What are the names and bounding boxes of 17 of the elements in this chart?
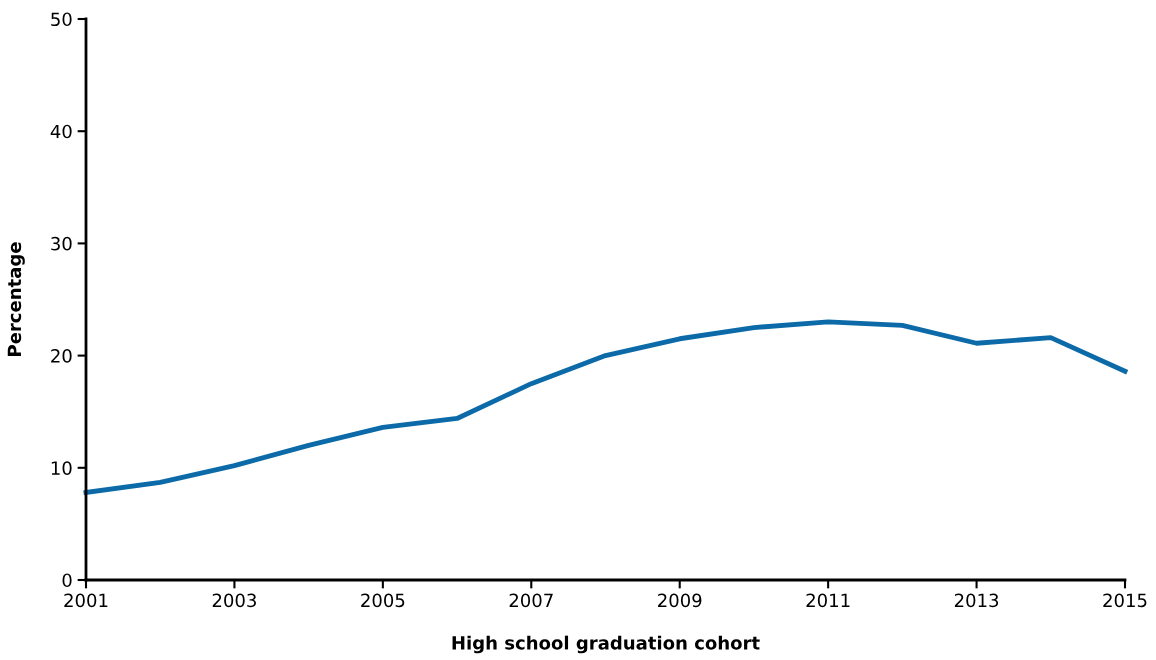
y-tick-label: 30: [51, 236, 72, 251]
x-tick-label: 2007: [509, 593, 553, 608]
x-tick-label: 2003: [212, 593, 256, 608]
y-tick-label: 10: [51, 461, 72, 475]
y-tick-label: 40: [50, 124, 72, 139]
y-axis-title: Percentage: [7, 242, 25, 356]
x-tick-label: 2009: [658, 593, 702, 608]
line-series: [83, 319, 1128, 495]
x-tick-label: 2011: [806, 593, 850, 608]
x-tick-label: 2013: [954, 593, 999, 608]
x-tick-label: 2001: [64, 593, 108, 608]
y-tick-label: 50: [51, 12, 72, 27]
y-tick-label: 0: [62, 573, 72, 588]
x-tick-label: 2005: [361, 593, 405, 608]
x-axis-title: High school graduation cohort: [452, 635, 760, 654]
y-tick-label: 20: [51, 349, 72, 363]
x-tick-label: 2015: [1103, 593, 1147, 608]
